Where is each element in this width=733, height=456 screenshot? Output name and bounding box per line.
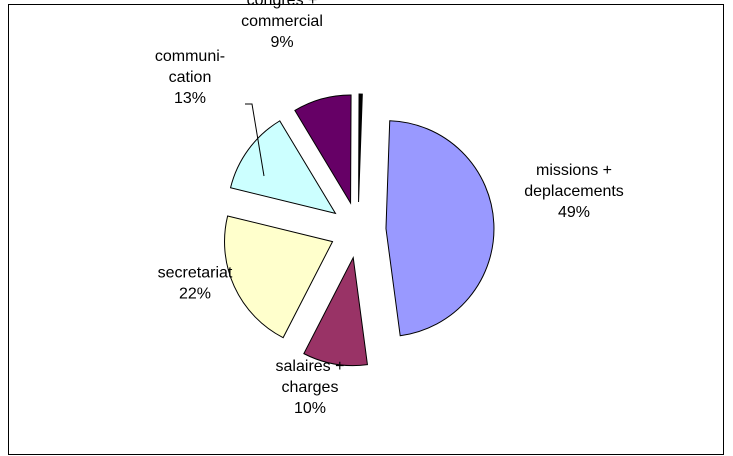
data-label-percent-1: 10% — [294, 400, 326, 417]
pie-slice-2 — [224, 215, 334, 339]
pie-slice-3 — [229, 120, 337, 215]
data-label-1-1: charges — [282, 379, 339, 396]
data-label-4-0: congres + — [247, 0, 318, 9]
data-label-3-1: cation — [169, 69, 212, 86]
pie-slice-5 — [358, 93, 363, 203]
data-label-3-0: communi- — [155, 48, 225, 65]
data-label-percent-0: 49% — [558, 204, 590, 221]
data-label-2-0: secretariat — [158, 265, 233, 282]
data-label-0-1: deplacements — [524, 183, 624, 200]
data-label-percent-4: 9% — [270, 34, 293, 51]
data-label-percent-3: 13% — [174, 90, 206, 107]
pie-slice-4 — [294, 94, 352, 205]
data-label-percent-2: 22% — [179, 286, 211, 303]
chart-frame — [8, 4, 724, 455]
leader-line-communication — [245, 103, 265, 177]
data-label-0-0: missions + — [536, 162, 612, 179]
pie-slice-1 — [303, 255, 369, 367]
pie-slice-0 — [385, 120, 495, 337]
data-label-1-0: salaires + — [276, 358, 345, 375]
data-label-4-1: commercial — [241, 13, 323, 30]
